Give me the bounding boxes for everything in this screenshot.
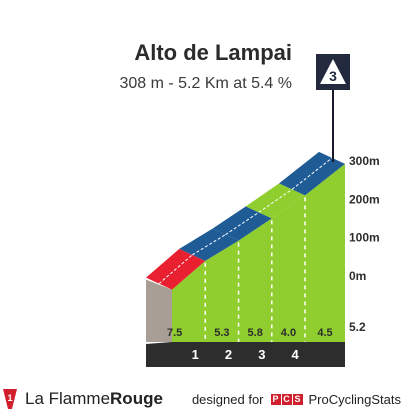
credits: designed for P C S ProCyclingStats [192, 386, 401, 412]
segment-strip-dash-5 [291, 157, 333, 190]
segment-strip-2 [179, 228, 239, 261]
segment-strip-dash-4 [258, 188, 293, 213]
x-tick-label-4: 4 [291, 347, 299, 362]
grade-label-3: 5.8 [248, 327, 263, 339]
pcs-logo-icon: P C S [270, 393, 304, 405]
category-marker-layer: 3 [316, 54, 350, 162]
pcs-letter-c: C [281, 393, 292, 405]
category-triangle-icon [320, 59, 346, 84]
category-number: 3 [329, 68, 337, 84]
pcs-letter-s: S [292, 393, 303, 405]
profile-layer: 7.5 5.3 5.8 4.0 4.5 [146, 151, 345, 367]
y-tick-label-0: 0m [349, 269, 366, 283]
x-tick-label-3: 3 [258, 347, 265, 362]
segment-strip-dash-3 [225, 211, 260, 236]
lfr-logo: 1 La FlammeRouge [0, 386, 163, 412]
flame-icon: 1 [3, 389, 17, 409]
grade-label-2: 5.3 [214, 327, 229, 339]
y-tick-label-200: 200m [349, 192, 380, 206]
grade-label-1: 7.5 [167, 327, 182, 339]
brand-light: La Flamme [25, 389, 111, 408]
svg-text:1: 1 [7, 393, 12, 403]
x-tick-label-1: 1 [192, 347, 199, 362]
y-tick-label-100: 100m [349, 231, 380, 245]
designed-for-text: designed for [191, 391, 264, 407]
distance-band [146, 342, 345, 367]
start-block [146, 279, 172, 342]
climb-title: Alto de Lampai [134, 40, 292, 65]
pcs-letter-p: P [270, 393, 281, 405]
profile-area [172, 163, 345, 342]
tick-layer: 1 2 3 4 5.2 300m 200m 100m 0m [192, 154, 380, 362]
grade-label-5: 4.5 [317, 327, 332, 339]
x-tick-label-2: 2 [225, 347, 232, 362]
total-distance-label: 5.2 [349, 320, 366, 334]
pcs-name: ProCyclingStats [308, 391, 401, 407]
segment-strip-dash-2 [192, 234, 226, 256]
segment-strip-dash-1 [158, 254, 193, 285]
brand-text: La FlammeRouge [25, 389, 163, 409]
brand-bold: Rouge [110, 389, 163, 408]
climb-stats: 308 m - 5.2 Km at 5.4 % [119, 75, 292, 92]
grade-label-4: 4.0 [281, 327, 296, 339]
y-tick-label-300: 300m [349, 154, 380, 168]
